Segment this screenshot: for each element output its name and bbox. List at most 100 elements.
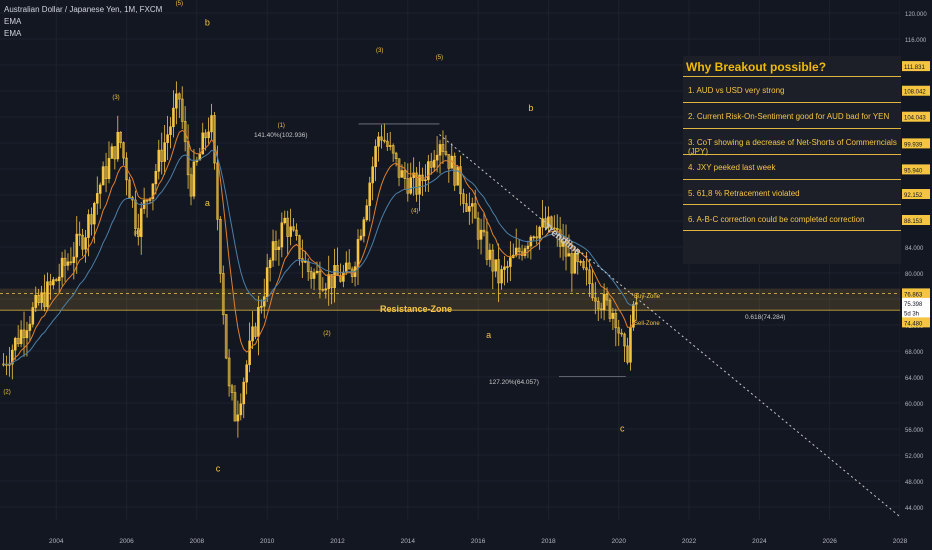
price-badge (902, 85, 930, 96)
candle-body (289, 226, 292, 237)
candle-body (588, 269, 591, 285)
wave-label: c (216, 463, 221, 473)
candle-body (485, 231, 489, 260)
candle-body (298, 235, 301, 259)
candle-body (342, 271, 345, 282)
time-axis-background (0, 520, 932, 550)
candle-body (517, 247, 521, 253)
candle-body (468, 206, 471, 212)
candle-body (333, 265, 336, 289)
candle-body (632, 303, 635, 328)
candle-body (552, 227, 556, 230)
candle-body (374, 146, 377, 168)
price-badge-label: 99.939 (904, 142, 923, 148)
reason-item-3: 3. CoT showing a decrease of Net-Shorts … (688, 138, 897, 156)
candle-body (635, 302, 638, 305)
price-axis[interactable]: 120.000116.000112.000108.000104.000100.0… (900, 0, 932, 550)
candle-body (567, 253, 571, 257)
candle-body (175, 93, 178, 109)
candle-body (172, 107, 175, 128)
price-badge (902, 138, 930, 149)
candle-body (473, 203, 477, 219)
candle-body (547, 216, 550, 228)
price-badge-label: 108.042 (904, 90, 926, 96)
ema-legend-2[interactable]: EMA (4, 29, 22, 38)
candle-body (43, 292, 46, 307)
reason-item-4: 4. JXY peeked last week (688, 163, 776, 172)
candle-body (339, 275, 342, 282)
candle-body (371, 166, 374, 184)
candle-body (46, 281, 49, 307)
candle-body (494, 259, 498, 272)
candle-body (415, 172, 418, 195)
reason-item-5: 5. 61,8 % Retracement violated (688, 189, 800, 198)
candle-body (462, 193, 465, 204)
candle-body (265, 267, 269, 297)
price-tick-label: 120.000 (905, 12, 927, 18)
candle-body (207, 131, 210, 139)
candle-body (576, 252, 580, 262)
candle-body (233, 392, 237, 422)
ema-legend-1[interactable]: EMA (4, 17, 22, 26)
candle-body (75, 233, 79, 258)
candle-body (177, 93, 181, 100)
candle-body (561, 241, 565, 247)
candle-body (555, 227, 559, 231)
candle-body (125, 157, 128, 181)
candle-body (482, 229, 486, 233)
price-badge (902, 61, 930, 72)
wave-label: (2) (323, 331, 330, 337)
wave-label: a (205, 198, 210, 208)
candle-body (409, 177, 413, 194)
candle-body (11, 349, 14, 365)
candle-body (113, 146, 117, 160)
candle-body (40, 292, 43, 303)
candle-body (110, 146, 114, 159)
candle-body (52, 279, 55, 286)
candle-body (435, 154, 439, 161)
price-badge (902, 317, 930, 328)
price-tick-label: 44.000 (905, 506, 924, 512)
candle-body (60, 257, 64, 278)
time-tick-label: 2010 (260, 538, 275, 545)
candle-body (57, 276, 61, 282)
candle-body (429, 161, 433, 168)
candle-body (210, 115, 213, 133)
price-badge-label: 88.153 (904, 219, 923, 225)
candle-body (66, 261, 70, 266)
wave-label: (3) (376, 48, 383, 54)
price-badge-label: 92.152 (904, 193, 923, 199)
candle-body (87, 214, 90, 238)
candle-body (257, 306, 260, 337)
candle-body (101, 166, 105, 186)
candle-body (623, 333, 626, 347)
candle-body (535, 236, 539, 239)
candle-body (558, 229, 562, 247)
candle-body (579, 261, 582, 263)
candle-body (119, 131, 123, 144)
panel-title: Why Breakout possible? (686, 60, 827, 74)
price-tick-label: 68.000 (905, 350, 924, 356)
candle-body (365, 205, 369, 220)
candle-body (459, 166, 462, 195)
candle-body (386, 140, 389, 147)
time-tick-label: 2022 (682, 538, 697, 545)
candle-body (54, 279, 58, 282)
candle-body (397, 158, 401, 178)
wave-label: (1) (278, 123, 285, 129)
candle-body (368, 182, 372, 206)
wave-label: a (486, 330, 491, 340)
candle-body (63, 257, 67, 266)
resistance-zone-label: Resistance-Zone (380, 304, 452, 314)
candle-body (377, 136, 380, 147)
candle-body (594, 297, 597, 302)
candle-body (107, 158, 111, 180)
candle-body (514, 247, 518, 256)
candle-body (277, 246, 281, 250)
candle-body (470, 203, 474, 207)
instrument-legend[interactable]: Australian Dollar / Japanese Yen, 1M, FX… (4, 5, 163, 14)
time-tick-label: 2004 (49, 538, 64, 545)
time-axis[interactable]: 2004 2006 2008 2010 2012 2014 2016 2018 2020 2022… (0, 520, 932, 550)
candle-body (321, 288, 325, 291)
candle-body (160, 149, 164, 162)
